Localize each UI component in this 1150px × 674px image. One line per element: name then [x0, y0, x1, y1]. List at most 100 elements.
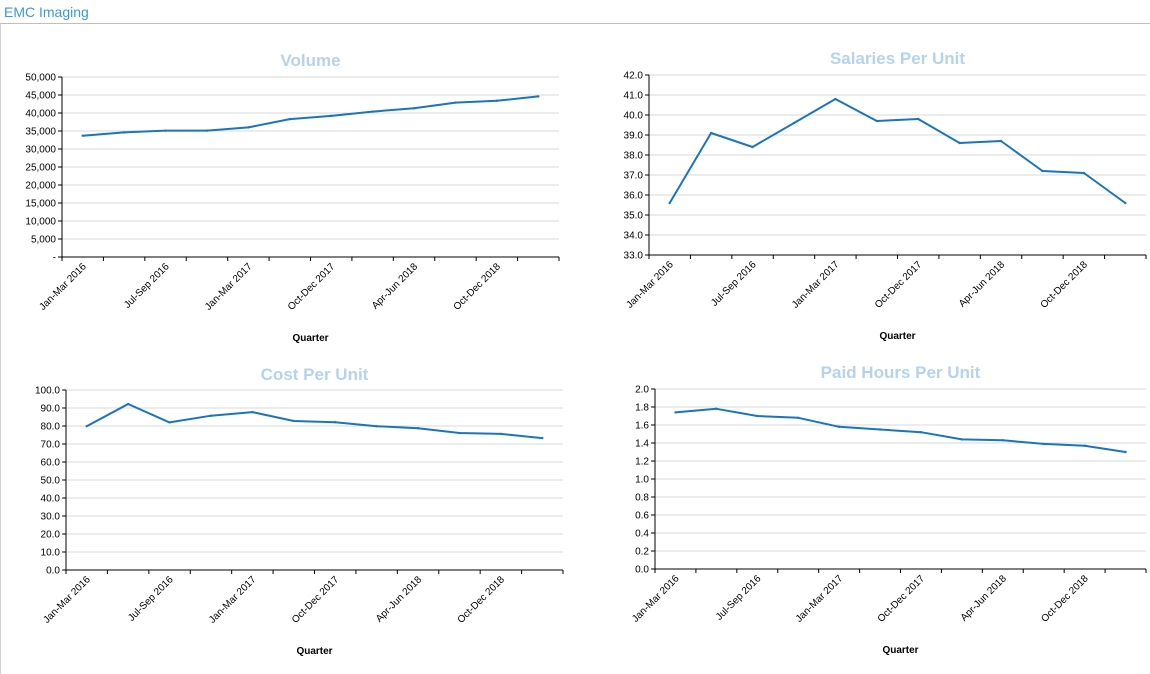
x-tick-label: Oct-Dec 2017 [290, 574, 342, 626]
series-line [82, 95, 539, 137]
data-point [122, 131, 126, 134]
x-axis-label: Quarter [292, 333, 328, 344]
data-point [334, 421, 337, 424]
x-tick-label: Oct-Dec 2018 [1039, 259, 1091, 311]
y-tick-label: 20,000 [25, 181, 56, 192]
x-tick-label: Apr-Jun 2018 [957, 259, 1008, 310]
volume-chart: Volume - 5,000 10,000 15,000 20,000 25,000 30,0… [0, 40, 575, 360]
x-tick-label: Jan-Mar 2016 [624, 259, 676, 311]
data-point [371, 110, 374, 113]
x-tick-label: Jan-Mar 2016 [630, 573, 682, 625]
x-tick-label: Apr-Jun 2018 [959, 573, 1010, 624]
data-point [751, 145, 754, 149]
data-point [999, 139, 1003, 143]
series-line [668, 98, 1126, 204]
data-point [168, 421, 171, 424]
y-tick-label: 5,000 [31, 235, 56, 246]
app-title: EMC Imaging [4, 4, 89, 20]
data-point [756, 414, 759, 418]
data-point [164, 129, 167, 132]
data-point [1124, 201, 1127, 205]
data-point [1124, 450, 1127, 454]
y-tick-label: 50,000 [25, 73, 56, 84]
y-tick-label: 33.0 [624, 251, 644, 262]
y-tick-label: 1.2 [635, 457, 649, 468]
y-tick-label: 0.4 [635, 529, 649, 540]
x-tick-label: Jan-Mar 2016 [41, 574, 93, 626]
data-point [709, 131, 713, 135]
y-tick-label: - [53, 253, 56, 264]
data-point [834, 97, 837, 101]
x-tick-label: Jul-Sep 2016 [122, 261, 172, 311]
data-point [458, 431, 461, 435]
y-tick-label: 0.0 [635, 565, 649, 576]
y-tick-label: 100.0 [35, 386, 60, 397]
x-axis-label: Quarter [882, 645, 918, 656]
y-tick-label: 70.0 [41, 440, 61, 451]
data-point [715, 407, 718, 410]
data-point [1042, 442, 1045, 446]
x-tick-label: Oct-Dec 2017 [286, 261, 338, 313]
chart-svg: Paid Hours Per Unit 0.0 0.2 0.4 0.6 0.8 1.0 1.2… [630, 363, 1147, 656]
data-point [668, 201, 671, 205]
y-tick-label: 0.2 [635, 547, 649, 558]
y-tick-label: 60.0 [41, 458, 61, 469]
y-tick-label: 41.0 [624, 91, 644, 102]
y-tick-label: 80.0 [41, 422, 61, 433]
data-point [81, 134, 84, 137]
cost-per-unit-chart: Cost Per Unit 0.0 10.0 20.0 30.0 40.0 50.0 60.0… [0, 355, 575, 674]
data-point [251, 410, 254, 414]
data-point [209, 414, 213, 417]
y-tick-label: 10,000 [25, 217, 56, 228]
data-point [792, 121, 796, 125]
y-tick-label: 0.8 [635, 493, 649, 504]
y-tick-label: 37.0 [624, 171, 644, 182]
data-point [1001, 439, 1004, 442]
x-tick-label: Jul-Sep 2016 [126, 574, 176, 624]
data-point [878, 428, 882, 431]
data-point [126, 402, 130, 406]
x-tick-label: Jan-Mar 2016 [37, 261, 89, 313]
y-tick-label: 1.0 [635, 475, 649, 486]
data-point [1083, 444, 1086, 447]
chart-svg: Salaries Per Unit 33.0 34.0 35.0 36.0 37.0 38.… [624, 49, 1147, 342]
x-tick-label: Jul-Sep 2016 [709, 259, 759, 309]
y-tick-label: 42.0 [624, 71, 644, 82]
x-tick-label: Oct-Dec 2017 [873, 259, 925, 311]
data-point [541, 436, 544, 440]
x-axis-label: Quarter [879, 331, 915, 342]
data-point [1082, 171, 1086, 175]
data-point [837, 425, 841, 428]
x-tick-label: Oct-Dec 2018 [456, 574, 508, 626]
y-tick-label: 0.0 [46, 566, 60, 577]
y-tick-label: 20.0 [41, 530, 61, 541]
data-point [330, 114, 333, 118]
data-point [205, 129, 209, 132]
y-tick-label: 1.6 [635, 421, 649, 432]
y-tick-label: 40,000 [25, 109, 56, 120]
x-axis-label: Quarter [296, 646, 332, 657]
x-tick-label: Jan-Mar 2017 [203, 261, 255, 313]
y-tick-label: 25,000 [25, 163, 56, 174]
chart-svg: Volume - 5,000 10,000 15,000 20,000 25,000 30,0… [25, 51, 560, 344]
data-point [917, 117, 920, 121]
chart-title: Cost Per Unit [261, 365, 369, 384]
data-point [454, 101, 457, 104]
salaries-per-unit-chart: Salaries Per Unit 33.0 34.0 35.0 36.0 37.0 38.… [575, 40, 1150, 360]
chart-svg: Cost Per Unit 0.0 10.0 20.0 30.0 40.0 50.0 60.0… [35, 365, 564, 657]
chart-title: Volume [280, 51, 340, 70]
series-line [675, 407, 1126, 453]
data-point [247, 126, 250, 129]
y-tick-label: 50.0 [41, 476, 61, 487]
data-point [416, 426, 420, 430]
y-tick-label: 36.0 [624, 191, 644, 202]
paid-hours-per-unit-chart: Paid Hours Per Unit 0.0 0.2 0.4 0.6 0.8 1.0 1.2… [575, 355, 1150, 674]
y-tick-label: 38.0 [624, 151, 644, 162]
y-tick-label: 2.0 [635, 385, 649, 396]
y-tick-label: 15,000 [25, 199, 56, 210]
data-point [674, 411, 677, 414]
x-tick-label: Jul-Sep 2016 [714, 573, 764, 623]
y-tick-label: 0.6 [635, 511, 649, 522]
data-point [412, 107, 416, 110]
data-point [288, 117, 291, 121]
